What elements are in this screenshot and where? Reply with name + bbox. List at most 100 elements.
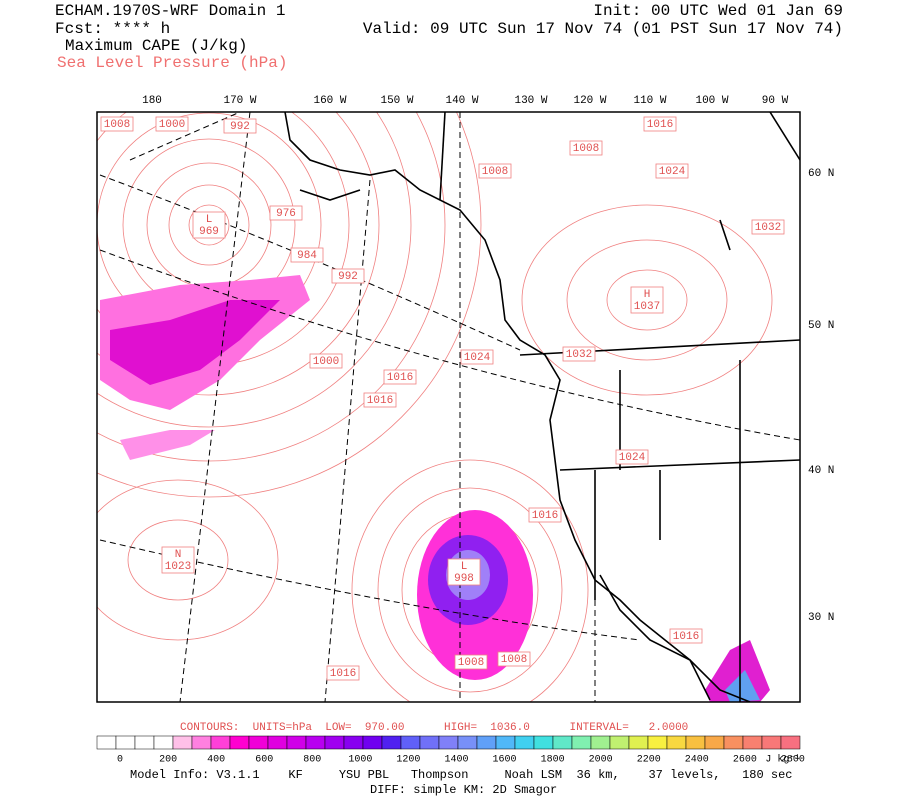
colorbar-cell — [134, 735, 155, 750]
colorbar-cell — [780, 735, 801, 750]
lon-label: 130 W — [514, 95, 547, 107]
colorbar-cell — [400, 735, 421, 750]
contour-label: 1016 — [330, 668, 356, 680]
cape-shading — [100, 275, 770, 702]
contour-label: 1008 — [104, 119, 130, 131]
colorbar-cell — [191, 735, 212, 750]
colorbar-tick-label: 200 — [159, 755, 177, 766]
contour-label: 969 — [199, 226, 219, 238]
contour-label-box — [569, 140, 603, 156]
colorbar-tick-label: 1000 — [348, 755, 372, 766]
contour-label-box — [326, 665, 360, 681]
colorbar-tick-label: 1800 — [541, 755, 565, 766]
colorbar-cell — [438, 735, 459, 750]
field-label: Sea Level Pressure (hPa) — [57, 54, 287, 72]
contour-label-box — [655, 163, 689, 179]
contour-label-symbol: L — [461, 561, 468, 573]
contour-label-symbol: L — [206, 214, 213, 226]
contour-label: 1023 — [165, 561, 191, 573]
contour-label-box — [630, 286, 664, 314]
colorbar-cell — [704, 735, 725, 750]
colorbar-cell — [457, 735, 478, 750]
colorbar-cell — [647, 735, 668, 750]
contour-label: 1016 — [673, 631, 699, 643]
valid-time: Valid: 09 UTC Sun 17 Nov 74 (01 PST Sun … — [363, 20, 843, 38]
contour-label: 1008 — [501, 654, 527, 666]
contour-label-box — [528, 507, 562, 523]
contour-label: 1008 — [482, 166, 508, 178]
colorbar-cell — [571, 735, 592, 750]
colorbar-cell — [115, 735, 136, 750]
colorbar-cell — [324, 735, 345, 750]
contour-label-symbol: N — [175, 549, 182, 561]
contour-label: 1016 — [647, 119, 673, 131]
contour-label: 1037 — [634, 301, 660, 313]
contour-label-box — [460, 349, 494, 365]
contour-label: 1024 — [619, 452, 646, 464]
diff-info: DIFF: simple KM: 2D Smagor — [370, 783, 557, 797]
contour-label: 976 — [276, 208, 296, 220]
colorbar-tick-label: 1600 — [493, 755, 517, 766]
contour-label: 1032 — [566, 349, 592, 361]
colorbar-cell — [514, 735, 535, 750]
colorbar-tick-label: 2000 — [589, 755, 613, 766]
contour-label: 1016 — [387, 372, 413, 384]
lat-label: 40 N — [808, 465, 834, 477]
contour-label-box — [155, 116, 189, 132]
coastlines — [284, 112, 800, 702]
contour-label-box — [497, 651, 531, 667]
colorbar-cell — [381, 735, 402, 750]
colorbar-cell — [723, 735, 744, 750]
colorbar-tick-label: 2400 — [685, 755, 709, 766]
contour-label-box — [269, 205, 303, 221]
contour-label-box — [454, 654, 488, 670]
forecast: Fcst: **** h — [55, 20, 170, 38]
contour-label: 1008 — [458, 657, 484, 669]
contour-label-box — [363, 392, 397, 408]
field-label: Maximum CAPE (J/kg) — [65, 37, 247, 55]
contour-label: 1000 — [159, 119, 185, 131]
colorbar-cell — [533, 735, 554, 750]
lat-label: 50 N — [808, 320, 834, 332]
colorbar-cell — [267, 735, 288, 750]
colorbar-cell — [761, 735, 782, 750]
colorbar-cell — [343, 735, 364, 750]
colorbar-cell — [495, 735, 516, 750]
colorbar-cell — [742, 735, 763, 750]
colorbar-cell — [96, 735, 117, 750]
colorbar-cell — [590, 735, 611, 750]
contour-label-box — [309, 353, 343, 369]
contour-label-box — [751, 219, 785, 235]
colorbar-cell — [685, 735, 706, 750]
contour-label: 992 — [230, 121, 250, 133]
colorbar-cell — [419, 735, 440, 750]
colorbar-cell — [609, 735, 630, 750]
contour-label: 1008 — [573, 143, 599, 155]
colorbar-tick-label: 800 — [303, 755, 321, 766]
colorbar-cell — [552, 735, 573, 750]
lon-label: 110 W — [633, 95, 666, 107]
lon-label: 150 W — [380, 95, 413, 107]
contour-label-box — [223, 118, 257, 134]
contour-label-box — [615, 449, 649, 465]
contour-label-box — [447, 558, 481, 586]
colorbar-cell — [286, 735, 307, 750]
colorbar-cell — [153, 735, 174, 750]
colorbar-tick-label: 1400 — [444, 755, 468, 766]
lon-label: 120 W — [573, 95, 606, 107]
contour-label: 1024 — [659, 166, 686, 178]
contour-label: 1016 — [367, 395, 393, 407]
contour-label-box — [643, 116, 677, 132]
colorbar-cell — [305, 735, 326, 750]
contour-label-box — [562, 346, 596, 362]
contour-label-symbol: H — [644, 289, 651, 301]
colorbar-cell — [362, 735, 383, 750]
colorbar-tick-label: 600 — [255, 755, 273, 766]
contour-label: 1024 — [464, 352, 491, 364]
lon-label: 180 — [142, 95, 162, 107]
model-info: Model Info: V3.1.1 KF YSU PBL Thompson N… — [130, 768, 793, 782]
colorbar-tick-label: 400 — [207, 755, 225, 766]
lon-label: 170 W — [223, 95, 256, 107]
lat-label: 30 N — [808, 612, 834, 624]
